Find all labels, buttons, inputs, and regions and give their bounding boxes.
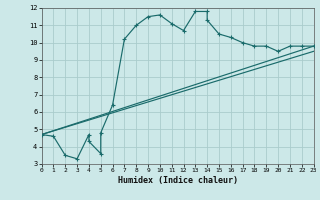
X-axis label: Humidex (Indice chaleur): Humidex (Indice chaleur) xyxy=(118,176,237,185)
